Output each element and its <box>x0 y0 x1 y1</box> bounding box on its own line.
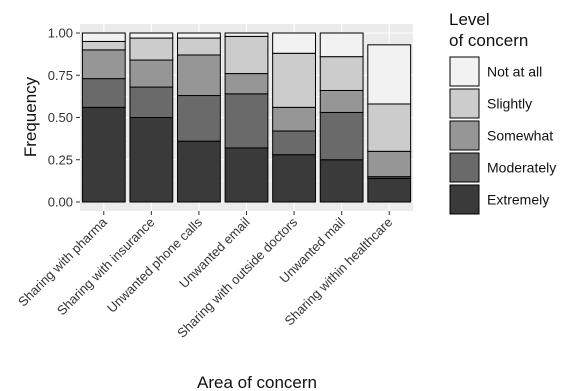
bar-segment <box>272 52 316 108</box>
y-tick-label: 0.00 <box>48 195 73 210</box>
y-tick-label: 0.75 <box>48 68 73 83</box>
bar-segment <box>272 106 316 132</box>
bar-segment <box>319 159 364 203</box>
legend-label: Slightly <box>487 96 532 112</box>
bar-segment <box>129 59 174 88</box>
bar-segment <box>367 44 412 105</box>
legend-swatch <box>449 184 480 215</box>
bar-segment <box>224 35 269 75</box>
y-axis: 0.00 0.25 0.50 0.75 1.00 <box>48 26 80 210</box>
bar-stacks <box>81 32 412 203</box>
legend-label: Somewhat <box>487 128 553 144</box>
bar-segment <box>367 150 412 178</box>
bar-segment <box>319 56 364 91</box>
bar-segment <box>129 117 174 203</box>
legend-swatch <box>449 120 480 151</box>
y-tick-label: 1.00 <box>48 26 73 41</box>
legend-swatch <box>449 56 480 87</box>
bar-segment <box>224 147 269 203</box>
bar-segment <box>81 32 126 42</box>
bar-segment <box>272 32 316 54</box>
bar-segment <box>272 130 316 156</box>
bar-segment <box>367 177 412 203</box>
y-axis-title: Frequency <box>21 76 40 157</box>
bar-segment <box>224 93 269 149</box>
bar-segment <box>129 32 174 39</box>
x-tick-label: Sharing with pharma <box>15 214 110 309</box>
bar-segment <box>81 49 126 80</box>
bar-segment <box>224 32 269 37</box>
legend-swatch <box>449 152 480 183</box>
bar-segment <box>224 73 269 95</box>
legend-label: Not at all <box>487 64 542 80</box>
bar-segment <box>177 95 221 142</box>
bar-segment <box>177 54 221 97</box>
legend-title-line-1: Level <box>449 10 490 29</box>
bar-segment <box>177 32 221 39</box>
bar-segment <box>129 37 174 61</box>
x-tick-label: Unwanted phone calls <box>104 214 205 315</box>
y-tick-label: 0.50 <box>48 110 73 125</box>
bar-segment <box>319 111 364 161</box>
legend: Level of concern Not at all Slightly Somew… <box>449 10 556 215</box>
bar-segment <box>319 89 364 113</box>
bar-segment <box>177 140 221 203</box>
legend-label: Moderately <box>487 160 556 176</box>
bar-segment <box>319 32 364 58</box>
bar-segment <box>81 40 126 51</box>
x-axis-title: Area of concern <box>197 373 317 391</box>
legend-swatch <box>449 88 480 119</box>
bar-segment <box>129 86 174 119</box>
bar-segment <box>367 103 412 152</box>
bar-segment <box>272 154 316 203</box>
bar-segment <box>81 106 126 203</box>
legend-title-line-2: of concern <box>449 31 528 50</box>
bar-segment <box>177 37 221 56</box>
y-tick-label: 0.25 <box>48 152 73 167</box>
bar-segment <box>81 78 126 108</box>
legend-label: Extremely <box>487 192 549 208</box>
